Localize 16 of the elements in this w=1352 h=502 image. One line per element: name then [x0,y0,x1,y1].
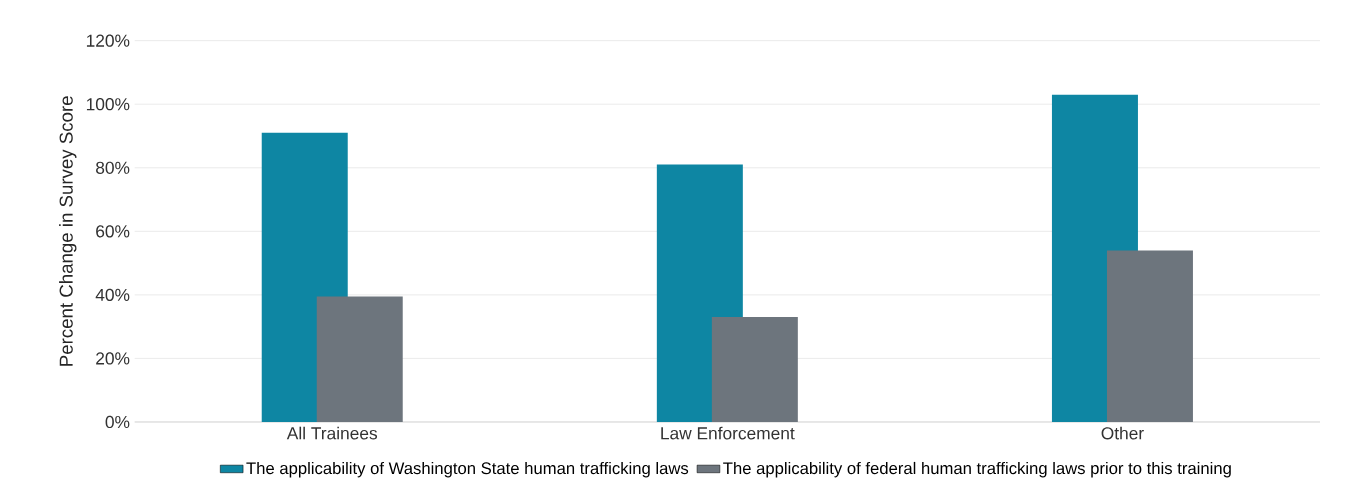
x-tick-label: Other [1101,426,1144,440]
y-tick-label: 80% [96,161,130,174]
bar [1106,250,1193,422]
legend-label: The applicability of Washington State human trafficking laws [246,461,689,478]
x-tick-label: Law Enforcement [661,426,795,440]
x-tick-label: All Trainees [286,426,378,440]
y-tick-label: 120% [86,34,130,47]
y-axis-title: Percent Change in Survey Score [59,96,77,366]
y-tick-label: 20% [96,352,130,365]
y-tick-label: 40% [95,288,130,302]
y-tick-label: 0% [105,415,130,429]
bar [316,296,403,422]
y-tick-label: 100% [86,98,130,111]
y-tick-label: 60% [96,225,130,238]
legend-label: The applicability of federal human trafficking laws prior to this training [723,461,1231,478]
bar [711,317,798,422]
